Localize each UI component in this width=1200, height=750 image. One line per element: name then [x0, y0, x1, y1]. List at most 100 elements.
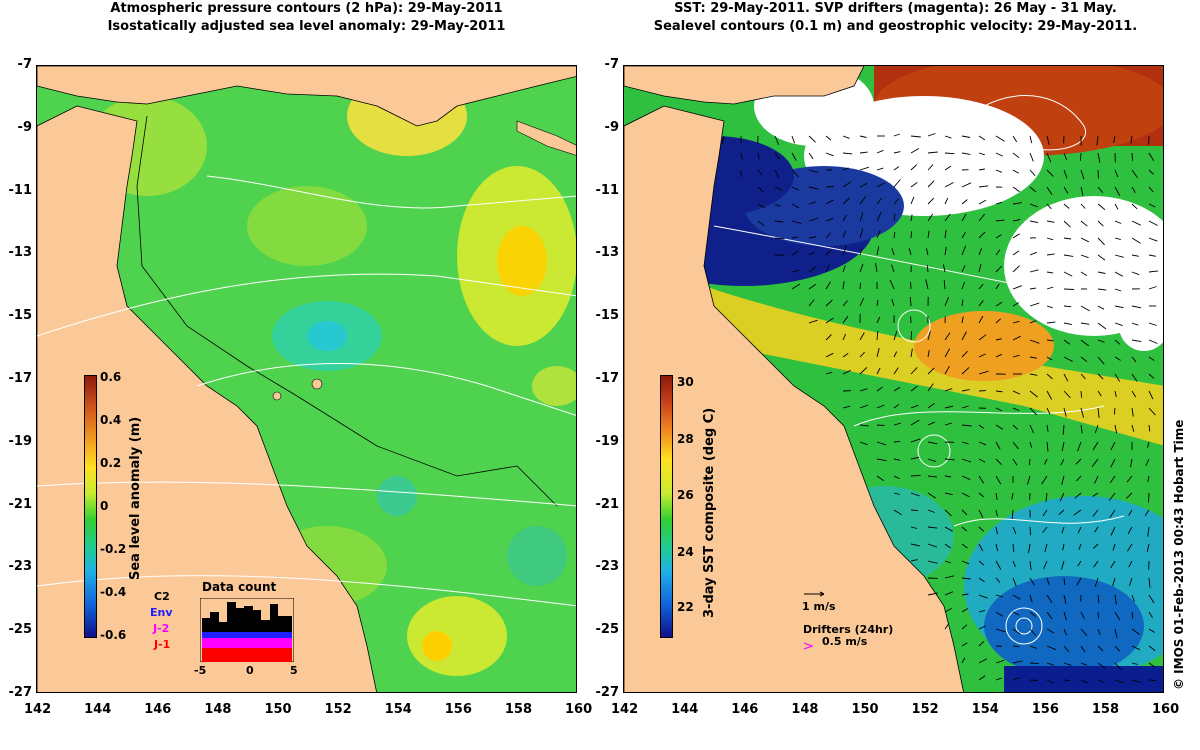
- velocity-arrow: [1093, 560, 1099, 568]
- velocity-arrow: [1077, 441, 1082, 452]
- velocity-arrow: [1012, 186, 1020, 193]
- velocity-arrow: [995, 407, 1003, 412]
- velocity-arrow: [1148, 152, 1155, 162]
- velocity-arrow: [978, 334, 987, 341]
- velocity-arrow: [1131, 662, 1139, 665]
- velocity-arrow: [893, 231, 896, 239]
- velocity-arrow: [1012, 560, 1016, 568]
- velocity-arrow: [1012, 526, 1017, 534]
- velocity-arrow: [774, 186, 783, 192]
- velocity-arrow: [1097, 305, 1105, 310]
- velocity-arrow: [859, 424, 869, 427]
- velocity-arrow: [927, 197, 935, 205]
- velocity-arrow: [859, 151, 868, 154]
- velocity-arrow: [944, 560, 951, 564]
- velocity-arrow: [995, 234, 1002, 239]
- velocity-arrow: [1062, 543, 1065, 551]
- velocity-arrow: [995, 353, 1003, 358]
- velocity-arrow: [1046, 679, 1054, 684]
- velocity-arrow: [1114, 594, 1117, 605]
- velocity-arrow: [893, 351, 898, 358]
- velocity-arrow: [910, 164, 918, 171]
- velocity-arrow: [910, 331, 913, 341]
- velocity-arrow: [978, 168, 985, 171]
- velocity-arrow: [1148, 628, 1155, 633]
- velocity-arrow: [1042, 526, 1048, 533]
- velocity-arrow: [825, 299, 833, 307]
- velocity-arrow: [995, 441, 1001, 450]
- velocity-arrow: [1148, 203, 1156, 208]
- velocity-arrow: [1029, 407, 1038, 416]
- velocity-arrow: [1029, 135, 1033, 144]
- velocity-arrow: [1046, 407, 1051, 415]
- velocity-arrow: [1012, 543, 1015, 553]
- velocity-arrow: [757, 186, 764, 193]
- y-tick-label: -11: [595, 182, 620, 198]
- velocity-arrow: [1058, 509, 1065, 515]
- left-map-svg: [37, 66, 576, 692]
- velocity-arrow: [1029, 169, 1036, 177]
- velocity-arrow: [995, 458, 1002, 466]
- x-tick-label: 156: [1031, 702, 1059, 717]
- velocity-arrow: [1114, 237, 1121, 241]
- velocity-arrow: [910, 196, 915, 205]
- velocity-arrow: [1080, 645, 1086, 653]
- velocity-arrow: [1080, 203, 1086, 209]
- velocity-arrow: [791, 250, 799, 256]
- velocity-arrow: [875, 263, 878, 273]
- velocity-arrow: [893, 213, 896, 222]
- velocity-arrow: [842, 214, 847, 222]
- velocity-arrow: [1063, 594, 1067, 604]
- velocity-arrow: [944, 229, 947, 239]
- velocity-arrow: [910, 492, 920, 497]
- velocity-arrow: [891, 248, 895, 256]
- velocity-arrow: [1061, 441, 1065, 452]
- velocity-arrow: [1063, 356, 1073, 362]
- velocity-arrow: [978, 424, 985, 429]
- velocity-arrow: [893, 403, 900, 409]
- velocity-arrow: [1012, 677, 1020, 681]
- velocity-arrow: [825, 281, 831, 290]
- velocity-arrow: [995, 526, 998, 535]
- velocity-arrow: [978, 231, 986, 239]
- velocity-arrow: [740, 152, 744, 160]
- velocity-arrow: [1080, 322, 1090, 325]
- velocity-arrow: [1080, 356, 1088, 363]
- velocity-arrow: [876, 316, 881, 324]
- velocity-arrow: [791, 169, 799, 178]
- velocity-arrow: [910, 474, 921, 477]
- sla-tick-label: 0: [100, 499, 109, 513]
- velocity-arrow: [1012, 302, 1020, 307]
- velocity-arrow: [995, 628, 1006, 633]
- velocity-arrow: [961, 316, 964, 324]
- velocity-arrow: [961, 642, 968, 647]
- right-map-panel: [623, 65, 1164, 693]
- velocity-arrow: [1063, 322, 1072, 326]
- velocity-arrow: [1059, 492, 1065, 502]
- velocity-arrow: [927, 592, 938, 596]
- x-tick-label: 160: [565, 702, 593, 717]
- velocity-arrow: [995, 201, 1003, 205]
- velocity-arrow: [842, 265, 846, 273]
- velocity-arrow: [961, 526, 968, 532]
- velocity-arrow: [978, 543, 984, 552]
- velocity-arrow: [1131, 220, 1141, 226]
- velocity-arrow: [944, 509, 952, 517]
- velocity-arrow: [1097, 186, 1104, 193]
- velocity-arrow: [1131, 203, 1138, 210]
- velocity-arrow: [978, 526, 985, 532]
- velocity-arrow: [1145, 458, 1150, 467]
- x-tick-label: 154: [384, 702, 412, 717]
- velocity-arrow: [825, 352, 834, 358]
- velocity-arrow: [1046, 390, 1053, 400]
- velocity-arrow: [1128, 509, 1133, 516]
- velocity-arrow: [995, 509, 998, 517]
- velocity-arrow: [1043, 560, 1048, 569]
- velocity-arrow: [944, 623, 950, 630]
- velocity-arrow: [944, 575, 955, 579]
- velocity-arrow: [808, 265, 817, 273]
- velocity-arrow: [893, 386, 901, 392]
- velocity-arrow: [1029, 302, 1040, 307]
- velocity-arrow: [1131, 186, 1136, 194]
- sat-label-env: Env: [150, 606, 173, 619]
